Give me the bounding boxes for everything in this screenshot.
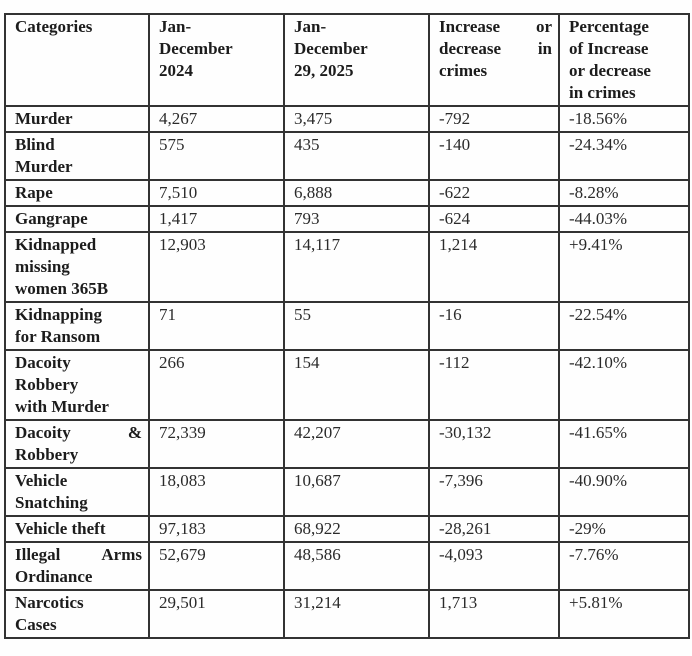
kidnapped-missing-women-percentage-value: +9.41%: [558, 231, 690, 303]
dacoity-and-robbery-2025-value: 42,207: [283, 419, 430, 469]
vehicle-snatching-2025-value: 10,687: [283, 467, 430, 517]
kidnapping-for-ransom-change-value: -16: [428, 301, 560, 351]
blind-murder-2025-value: 435: [283, 131, 430, 181]
dacoity-robbery-with-murder-change-value: -112: [428, 349, 560, 421]
narcotics-cases-percentage-value: +5.81%: [558, 589, 690, 639]
illegal-arms-ordinance-2024-value: 52,679: [148, 541, 285, 591]
dacoity-robbery-with-murder-2025-value: 154: [283, 349, 430, 421]
murder-2025-value: 3,475: [283, 105, 430, 133]
dacoity-robbery-with-murder-2024-value: 266: [148, 349, 285, 421]
header-change: Increase or decrease in crimes: [428, 13, 560, 107]
row-vehicle-theft: Vehicle theft 97,183 68,922 -28,261 -29%: [4, 515, 690, 543]
illegal-arms-ordinance-2025-value: 48,586: [283, 541, 430, 591]
row-illegal-arms-ordinance: Illegal Arms Ordinance 52,679 48,586 -4,…: [4, 541, 690, 591]
gangrape-2024-value: 1,417: [148, 205, 285, 233]
header-row: Categories Jan- December 2024 Jan- Decem…: [4, 13, 690, 107]
murder-change-value: -792: [428, 105, 560, 133]
row-kidnapping-for-ransom: Kidnapping for Ransom 71 55 -16 -22.54%: [4, 301, 690, 351]
blind-murder-change-value: -140: [428, 131, 560, 181]
narcotics-cases-change-value: 1,713: [428, 589, 560, 639]
dacoity-robbery-with-murder-category: Dacoity Robbery with Murder: [4, 349, 150, 421]
rape-2025-value: 6,888: [283, 179, 430, 207]
vehicle-snatching-percentage-value: -40.90%: [558, 467, 690, 517]
dacoity-and-robbery-category: Dacoity & Robbery: [4, 419, 150, 469]
rape-2024-value: 7,510: [148, 179, 285, 207]
vehicle-theft-2024-value: 97,183: [148, 515, 285, 543]
gangrape-percentage-value: -44.03%: [558, 205, 690, 233]
vehicle-snatching-change-value: -7,396: [428, 467, 560, 517]
blind-murder-2024-value: 575: [148, 131, 285, 181]
rape-percentage-value: -8.28%: [558, 179, 690, 207]
row-dacoity-robbery-with-murder: Dacoity Robbery with Murder 266 154 -112…: [4, 349, 690, 421]
kidnapping-for-ransom-2025-value: 55: [283, 301, 430, 351]
rape-change-value: -622: [428, 179, 560, 207]
illegal-arms-ordinance-change-value: -4,093: [428, 541, 560, 591]
header-period-2025: Jan- December 29, 2025: [283, 13, 430, 107]
murder-percentage-value: -18.56%: [558, 105, 690, 133]
row-narcotics-cases: Narcotics Cases 29,501 31,214 1,713 +5.8…: [4, 589, 690, 639]
row-murder: Murder 4,267 3,475 -792 -18.56%: [4, 105, 690, 133]
row-kidnapped-missing-women: Kidnapped missing women 365B 12,903 14,1…: [4, 231, 690, 303]
gangrape-category: Gangrape: [4, 205, 150, 233]
crime-stats-table: Categories Jan- December 2024 Jan- Decem…: [4, 13, 690, 639]
murder-2024-value: 4,267: [148, 105, 285, 133]
kidnapping-for-ransom-category: Kidnapping for Ransom: [4, 301, 150, 351]
header-percentage: Percentage of Increase or decrease in cr…: [558, 13, 690, 107]
blind-murder-category: Blind Murder: [4, 131, 150, 181]
row-gangrape: Gangrape 1,417 793 -624 -44.03%: [4, 205, 690, 233]
kidnapped-missing-women-change-value: 1,214: [428, 231, 560, 303]
blind-murder-percentage-value: -24.34%: [558, 131, 690, 181]
illegal-arms-ordinance-percentage-value: -7.76%: [558, 541, 690, 591]
gangrape-change-value: -624: [428, 205, 560, 233]
kidnapped-missing-women-2025-value: 14,117: [283, 231, 430, 303]
header-period-2024: Jan- December 2024: [148, 13, 285, 107]
narcotics-cases-category: Narcotics Cases: [4, 589, 150, 639]
kidnapped-missing-women-2024-value: 12,903: [148, 231, 285, 303]
gangrape-2025-value: 793: [283, 205, 430, 233]
row-rape: Rape 7,510 6,888 -622 -8.28%: [4, 179, 690, 207]
row-blind-murder: Blind Murder 575 435 -140 -24.34%: [4, 131, 690, 181]
dacoity-and-robbery-change-value: -30,132: [428, 419, 560, 469]
dacoity-and-robbery-percentage-value: -41.65%: [558, 419, 690, 469]
vehicle-theft-change-value: -28,261: [428, 515, 560, 543]
narcotics-cases-2024-value: 29,501: [148, 589, 285, 639]
row-vehicle-snatching: Vehicle Snatching 18,083 10,687 -7,396 -…: [4, 467, 690, 517]
murder-category: Murder: [4, 105, 150, 133]
illegal-arms-ordinance-category: Illegal Arms Ordinance: [4, 541, 150, 591]
vehicle-snatching-category: Vehicle Snatching: [4, 467, 150, 517]
vehicle-theft-2025-value: 68,922: [283, 515, 430, 543]
kidnapping-for-ransom-percentage-value: -22.54%: [558, 301, 690, 351]
vehicle-theft-category: Vehicle theft: [4, 515, 150, 543]
narcotics-cases-2025-value: 31,214: [283, 589, 430, 639]
dacoity-and-robbery-2024-value: 72,339: [148, 419, 285, 469]
header-categories: Categories: [4, 13, 150, 107]
vehicle-theft-percentage-value: -29%: [558, 515, 690, 543]
kidnapping-for-ransom-2024-value: 71: [148, 301, 285, 351]
dacoity-robbery-with-murder-percentage-value: -42.10%: [558, 349, 690, 421]
rape-category: Rape: [4, 179, 150, 207]
vehicle-snatching-2024-value: 18,083: [148, 467, 285, 517]
row-dacoity-and-robbery: Dacoity & Robbery 72,339 42,207 -30,132 …: [4, 419, 690, 469]
kidnapped-missing-women-category: Kidnapped missing women 365B: [4, 231, 150, 303]
